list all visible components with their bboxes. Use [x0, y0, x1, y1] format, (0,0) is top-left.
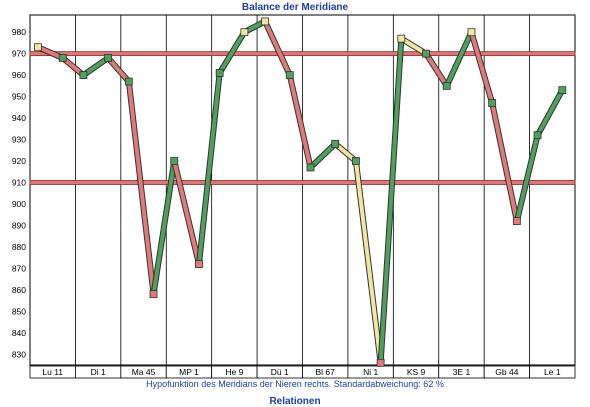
x-tick-label: Bl 67 — [316, 367, 336, 377]
series-segment — [263, 20, 292, 76]
y-tick-label: 850 — [12, 306, 26, 316]
series-segment — [217, 31, 247, 75]
data-point — [104, 54, 113, 62]
x-tick-label: He 9 — [225, 367, 243, 377]
data-point — [149, 290, 158, 299]
x-tick-label: Di 1 — [91, 367, 106, 377]
x-tick-label: KS 9 — [407, 367, 426, 377]
series-segment — [378, 38, 404, 363]
series-segment — [309, 142, 337, 169]
series-segment — [287, 74, 313, 168]
series-segment — [535, 89, 565, 137]
series-segment — [469, 31, 495, 104]
series-segment — [126, 81, 156, 295]
y-tick-label: 910 — [12, 177, 26, 187]
data-point — [558, 86, 567, 95]
x-tick-label: Ni 1 — [363, 367, 378, 377]
data-point — [124, 77, 133, 86]
x-tick-box — [529, 365, 576, 379]
data-point — [442, 81, 451, 90]
y-tick-label: 900 — [12, 199, 26, 209]
data-point — [467, 28, 476, 37]
data-point — [533, 131, 542, 140]
y-tick-label: 950 — [12, 92, 26, 102]
series-segment — [353, 160, 383, 364]
x-tick-label: Lu 11 — [42, 367, 63, 377]
data-point — [34, 43, 42, 52]
series-segment — [514, 134, 540, 222]
series-segment — [82, 56, 110, 77]
lower-limit-band — [29, 180, 576, 185]
y-tick-label: 830 — [12, 349, 26, 359]
data-point — [512, 217, 521, 226]
series-segment — [444, 31, 474, 87]
data-point — [352, 157, 360, 165]
x-tick-label: Gb 44 — [495, 367, 518, 377]
data-point — [240, 28, 249, 37]
y-tick-label: 970 — [12, 49, 26, 59]
data-point — [285, 71, 294, 80]
data-point — [195, 260, 203, 268]
y-tick-label: 860 — [12, 285, 26, 295]
data-point — [79, 71, 88, 80]
data-point — [215, 69, 224, 77]
data-point — [58, 54, 67, 62]
y-tick-label: 930 — [12, 135, 26, 145]
y-tick-label: 920 — [12, 156, 26, 166]
y-tick-label: 890 — [12, 220, 26, 230]
series-segment — [196, 72, 222, 265]
series-segment — [424, 52, 449, 87]
x-tick-label: Le 1 — [544, 367, 561, 377]
y-tick-label: 870 — [12, 263, 26, 273]
data-point — [422, 49, 430, 58]
y-tick-label: 840 — [12, 328, 26, 338]
y-tick-label: 980 — [12, 27, 26, 37]
x-axis-label: Relationen — [269, 396, 321, 407]
x-tick-label: 3E 1 — [453, 367, 471, 377]
y-tick-label: 940 — [12, 113, 26, 123]
y-tick-label: 880 — [12, 242, 26, 252]
data-point — [306, 163, 315, 172]
data-point — [397, 34, 406, 43]
chart-title: Balance der Meridiane — [241, 2, 349, 13]
data-point — [488, 99, 497, 107]
series-segment — [151, 160, 177, 295]
series-segment — [490, 102, 519, 222]
x-tick-label: Dü 1 — [271, 367, 289, 377]
x-tick-label: Ma 45 — [132, 367, 156, 377]
data-point — [261, 17, 269, 26]
series-segment — [106, 56, 131, 83]
series-segment — [400, 36, 428, 56]
chart-caption: Hypofunktion des Meridians der Nieren re… — [146, 379, 444, 389]
y-tick-label: 960 — [12, 70, 26, 80]
series-segment — [37, 45, 64, 60]
series-segment — [172, 160, 201, 265]
data-point — [376, 358, 385, 367]
data-point — [331, 139, 340, 148]
data-point — [170, 157, 179, 165]
upper-limit-band — [29, 51, 576, 57]
x-tick-label: MP 1 — [179, 367, 199, 377]
